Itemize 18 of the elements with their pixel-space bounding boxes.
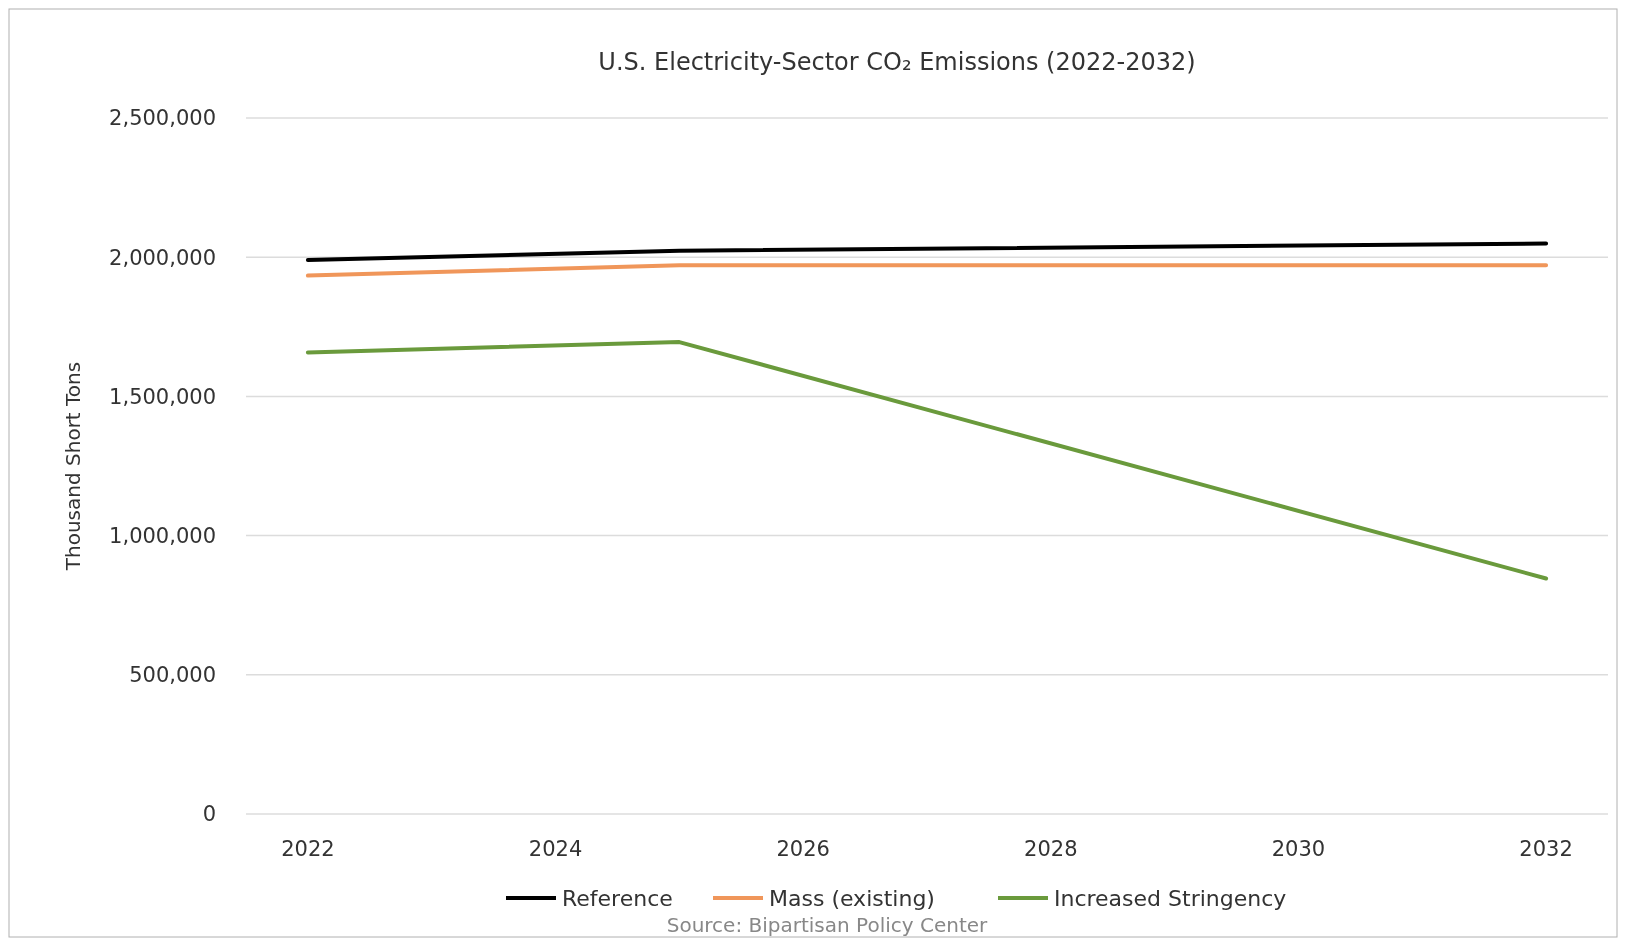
chart-title: U.S. Electricity-Sector CO₂ Emissions (2022-2032) [598,48,1196,76]
legend-label: Reference [562,885,673,911]
source-note: Source: Bipartisan Policy Center [666,913,989,937]
x-tick-label: 2028 [1024,837,1078,861]
x-tick-label: 2032 [1519,837,1573,861]
y-tick-label: 1,000,000 [109,523,216,548]
x-tick-label: 2030 [1271,837,1326,861]
y-tick-label: 0 [202,802,216,827]
y-tick-label: 2,500,000 [109,106,216,131]
y-tick-label: 1,500,000 [109,384,216,409]
x-tick-label: 2022 [281,837,335,861]
y-tick-label: 500,000 [129,663,216,688]
y-axis-title: Thousand Short Tons [61,361,85,572]
legend-label: Mass (existing) [769,885,935,911]
x-tick-label: 2024 [528,837,583,861]
y-tick-label: 2,000,000 [109,245,216,270]
x-tick-label: 2026 [776,837,830,861]
legend-label: Increased Stringency [1054,885,1287,911]
